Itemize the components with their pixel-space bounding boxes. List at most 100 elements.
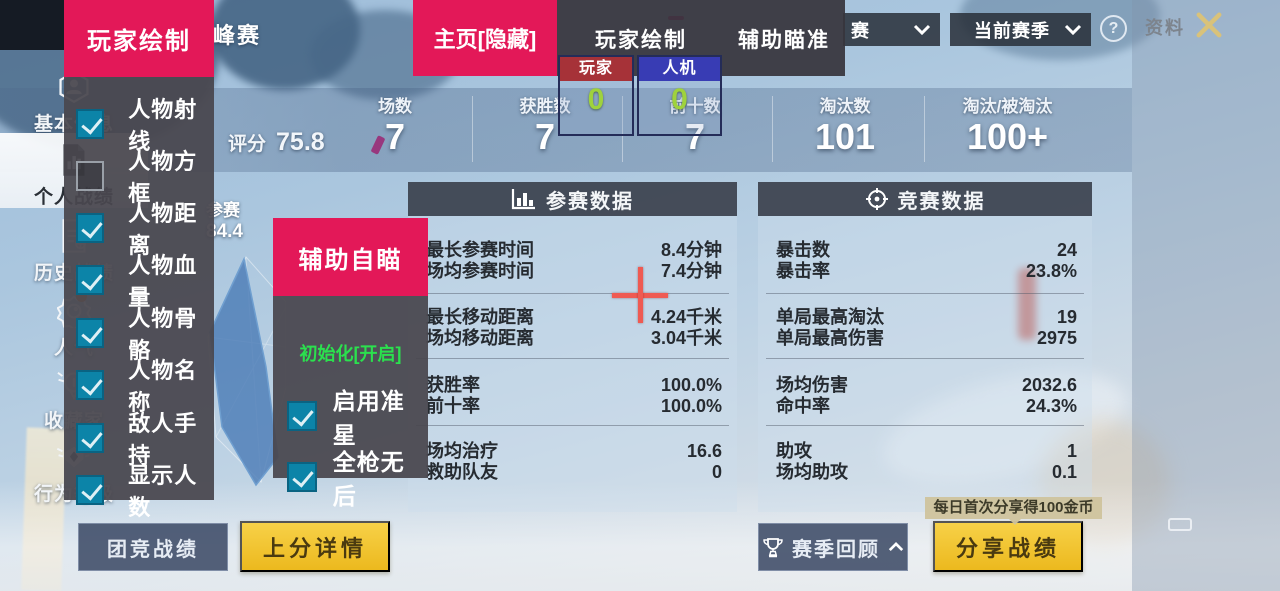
stat-top10: 前十数 7 [669,97,721,157]
toggle-row-esp-box[interactable]: 人物方框 [76,144,214,208]
checkbox-checked-icon[interactable] [76,318,105,348]
row-divider [766,293,1084,294]
player-draw-menu-header[interactable]: 玩家绘制 [64,0,214,77]
row-divider [766,425,1084,426]
home-hide-button[interactable]: 主页[隐藏] [413,0,557,76]
chevron-down-icon [913,24,931,35]
data-row: 前十率 100.0% [426,396,722,416]
crosshair-target-icon [865,187,889,211]
competition-panel-body [758,216,1092,512]
aim-assist-menu: 辅助自瞄 初始化[开启] 启用准星 全枪无后 [273,218,428,509]
data-row: 场均移动距离 3.04千米 [426,328,722,348]
close-icon[interactable] [1192,8,1226,42]
player-counter-label: 玩家 [560,57,632,81]
data-row: 最长参赛时间 8.4分钟 [426,240,722,260]
row-divider [416,293,729,294]
data-row: 命中率 24.3% [776,396,1077,416]
checkbox-checked-icon[interactable] [287,401,317,431]
profile-sidebar-title: 资料 [1145,18,1185,38]
tab-player-draw[interactable]: 玩家绘制 [595,29,687,52]
data-row: 场均助攻 0.1 [776,462,1077,482]
data-row: 获胜率 100.0% [426,375,722,395]
stat-divider [622,96,623,162]
data-row: 单局最高淘汰 19 [776,307,1077,327]
stat-divider [772,96,773,162]
participation-panel-title: 参赛数据 [546,190,634,213]
toggle-row-enable-crosshair[interactable]: 启用准星 [287,382,428,450]
page-title: 峰赛 [213,23,262,48]
mode-dropdown[interactable]: 赛 [843,13,940,46]
card-icon [1168,518,1192,531]
data-row: 场均治疗 16.6 [426,441,722,461]
data-row: 场均参赛时间 7.4分钟 [426,261,722,281]
data-row: 单局最高伤害 2975 [776,328,1077,348]
share-reward-tooltip: 每日首次分享得100金币 [925,497,1102,525]
data-row: 场均伤害 2032.6 [776,375,1077,395]
stat-divider [924,96,925,162]
bot-counter-label: 人机 [639,57,720,81]
checkbox-checked-icon[interactable] [76,265,105,295]
aim-assist-menu-header[interactable]: 辅助自瞄 [273,218,428,296]
trophy-icon [762,537,784,558]
season-dropdown[interactable]: 当前赛季 [950,13,1091,46]
checkbox-checked-icon[interactable] [76,475,105,505]
data-row: 最长移动距离 4.24千米 [426,307,722,327]
rating-value: 75.8 [276,128,325,156]
stat-eliminations: 淘汰数 101 [814,97,876,157]
checkbox-unchecked-icon[interactable] [76,161,105,191]
toggle-row-no-recoil[interactable]: 全枪无后 [287,443,428,511]
team-stats-button[interactable]: 团竞战绩 [78,523,228,571]
season-review-button[interactable]: 赛季回顾 [758,523,908,571]
stat-divider [472,96,473,162]
toggle-row-show-count[interactable]: 显示人数 [76,458,214,522]
help-icon[interactable]: ? [1100,15,1127,42]
chevron-down-icon [1064,24,1082,35]
radar-label: 参赛 [206,201,240,220]
toggle-row-esp-skeleton[interactable]: 人物骨骼 [76,301,214,365]
data-row: 暴击率 23.8% [776,261,1077,281]
checkbox-checked-icon[interactable] [287,462,317,492]
checkbox-checked-icon[interactable] [76,423,105,453]
toggle-row-esp-name[interactable]: 人物名称 [76,353,214,417]
radar-value: 84.4 [206,221,243,242]
share-stats-button[interactable]: 分享战绩 [933,521,1083,572]
mode-dropdown-value: 赛 [851,20,870,41]
participation-panel-header: 参赛数据 [408,182,737,216]
competition-panel-title: 竞赛数据 [897,190,986,213]
aim-assist-menu-body [273,296,428,478]
player-draw-menu: 玩家绘制 人物射线 人物方框 人物距离 人物血量 人物骨骼 人物名称 [64,0,214,520]
player-counter: 玩家 0 [558,55,634,136]
background-structure [1018,268,1036,340]
bar-chart-icon [511,188,537,210]
data-row: 助攻 1 [776,441,1077,461]
player-counter-value: 0 [587,83,605,116]
stat-wins: 获胜数 7 [519,97,571,157]
stat-kd: 淘汰/被淘汰 100+ [962,97,1053,157]
toggle-row-esp-line[interactable]: 人物射线 [76,92,214,156]
toggle-row-esp-health[interactable]: 人物血量 [76,248,214,312]
checkbox-checked-icon[interactable] [76,109,105,139]
competition-panel: 竞赛数据 暴击数 24 暴击率 23.8% 单局最高淘汰 19 单局最高伤害 2975 … [758,182,1092,512]
participation-panel-body [408,216,737,512]
row-divider [416,358,729,359]
row-divider [416,425,729,426]
season-dropdown-value: 当前赛季 [974,20,1050,41]
stat-matches: 场数 7 [378,97,412,157]
rank-details-button[interactable]: 上分详情 [240,521,390,572]
bot-counter-value: 0 [671,83,688,116]
data-row: 救助队友 0 [426,462,722,482]
rating: 评分 75.8 [228,128,325,157]
participation-panel: 参赛数据 最长参赛时间 8.4分钟 场均参赛时间 7.4分钟 最长移动距离 4.24千… [408,182,737,512]
data-row: 暴击数 24 [776,240,1077,260]
rating-label: 评分 [228,134,267,155]
tab-aim-assist[interactable]: 辅助瞄准 [738,29,830,52]
aim-crosshair [612,267,668,323]
profile-sidebar [1132,0,1280,591]
checkbox-checked-icon[interactable] [76,213,105,243]
init-status-text: 初始化[开启] [299,344,402,364]
bot-counter: 人机 0 [637,55,722,136]
toggle-row-esp-distance[interactable]: 人物距离 [76,196,214,260]
checkbox-checked-icon[interactable] [76,370,105,400]
toggle-row-enemy-weapon[interactable]: 敌人手持 [76,406,214,470]
